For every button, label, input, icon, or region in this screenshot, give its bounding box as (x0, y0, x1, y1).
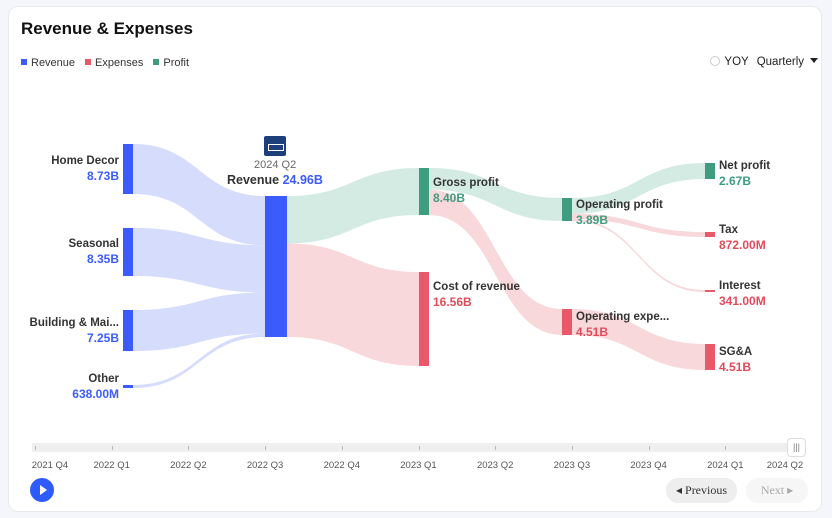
node-cost[interactable] (419, 272, 429, 366)
timeline-tick (188, 446, 190, 450)
period-select[interactable]: Quarterly (757, 56, 818, 68)
link-opprofit-interest[interactable] (572, 218, 705, 292)
node-revenue[interactable] (265, 196, 287, 337)
link-opprofit-tax[interactable] (572, 213, 705, 237)
link-building-revenue[interactable] (133, 292, 265, 351)
node-opexp[interactable] (562, 309, 572, 335)
timeline-tick (341, 446, 343, 450)
timeline-label[interactable]: 2023 Q4 (630, 460, 667, 471)
node-label-cost: Cost of revenue 16.56B (433, 281, 520, 309)
timeline-tick (35, 446, 36, 450)
company-logo (264, 136, 286, 156)
node-interest[interactable] (705, 290, 715, 292)
link-gross-opprofit[interactable] (429, 168, 562, 221)
link-revenue-cost[interactable] (287, 243, 419, 366)
timeline-tick (265, 446, 267, 450)
node-label-gross: Gross profit 8.40B (433, 177, 499, 205)
caret-left-icon: ◂ (675, 483, 686, 497)
node-home_decor[interactable] (123, 144, 133, 194)
center-revenue: Revenue 24.96B (227, 173, 323, 187)
node-label-tax: Tax 872.00M (719, 223, 766, 252)
yoy-toggle[interactable]: YOY (710, 56, 749, 68)
timeline-label[interactable]: 2023 Q1 (400, 460, 437, 471)
timeline-tick (725, 446, 727, 450)
link-revenue-gross[interactable] (287, 168, 419, 244)
timeline-label[interactable]: 2022 Q3 (246, 460, 284, 471)
play-button[interactable] (30, 478, 54, 502)
node-label-home_decor: Home Decor 8.73B (51, 155, 119, 183)
timeline-slider[interactable] (32, 443, 803, 452)
link-seasonal-revenue[interactable] (133, 228, 265, 293)
node-label-opprofit: Operating profit 3.89B (576, 198, 663, 227)
node-label-net: Net profit 2.67B (719, 160, 771, 188)
legend: Revenue Expenses Profit (21, 57, 189, 69)
timeline-tick (495, 446, 497, 450)
node-label-interest: Interest 341.00M (719, 280, 766, 308)
legend-profit[interactable]: Profit (153, 57, 189, 69)
timeline-tick (111, 446, 113, 450)
link-gross-opexp[interactable] (429, 189, 562, 335)
next-button[interactable]: Next ▸ (746, 478, 808, 503)
previous-button[interactable]: ◂ Previous (666, 478, 737, 503)
sankey-chart (123, 144, 715, 388)
legend-revenue[interactable]: Revenue (21, 57, 75, 69)
node-sga[interactable] (705, 344, 715, 370)
node-gross[interactable] (419, 168, 429, 215)
timeline-label[interactable]: 2024 Q1 (707, 460, 744, 471)
timeline-tick (648, 446, 650, 450)
node-building[interactable] (123, 310, 133, 351)
timeline-tick (571, 446, 573, 450)
link-other-revenue[interactable] (133, 333, 265, 388)
timeline-label[interactable]: 2023 Q3 (553, 460, 591, 471)
link-home_decor-revenue[interactable] (133, 144, 265, 246)
node-other[interactable] (123, 385, 133, 388)
link-opexp-sga[interactable] (572, 309, 705, 370)
link-opprofit-net[interactable] (572, 163, 705, 214)
node-opprofit[interactable] (562, 198, 572, 221)
timeline-label[interactable]: 2022 Q4 (323, 460, 361, 471)
center-period: 2024 Q2 (254, 159, 297, 171)
chevron-down-icon (810, 58, 818, 63)
node-tax[interactable] (705, 232, 715, 237)
legend-expenses[interactable]: Expenses (85, 57, 143, 69)
radio-icon (710, 56, 721, 66)
node-label-seasonal: Seasonal 8.35B (68, 238, 120, 266)
timeline-label[interactable]: 2021 Q4 (31, 460, 69, 471)
timeline-label[interactable]: 2022 Q2 (170, 460, 207, 471)
timeline-label[interactable]: 2024 Q2 (766, 460, 804, 471)
timeline-handle[interactable]: ||| (787, 438, 806, 457)
node-label-sga: SG&A 4.51B (719, 346, 753, 374)
page-title: Revenue & Expenses (21, 19, 193, 38)
node-net[interactable] (705, 163, 715, 179)
timeline-label[interactable]: 2023 Q2 (476, 460, 514, 471)
node-label-other: Other 638.00M (72, 372, 119, 401)
node-label-opexp: Operating expe... 4.51B (576, 311, 670, 339)
node-label-building: Building & Mai... 7.25B (29, 316, 119, 345)
caret-right-icon: ▸ (784, 483, 794, 497)
node-seasonal[interactable] (123, 228, 133, 276)
timeline-tick (418, 446, 420, 450)
timeline-label[interactable]: 2022 Q1 (93, 460, 130, 471)
